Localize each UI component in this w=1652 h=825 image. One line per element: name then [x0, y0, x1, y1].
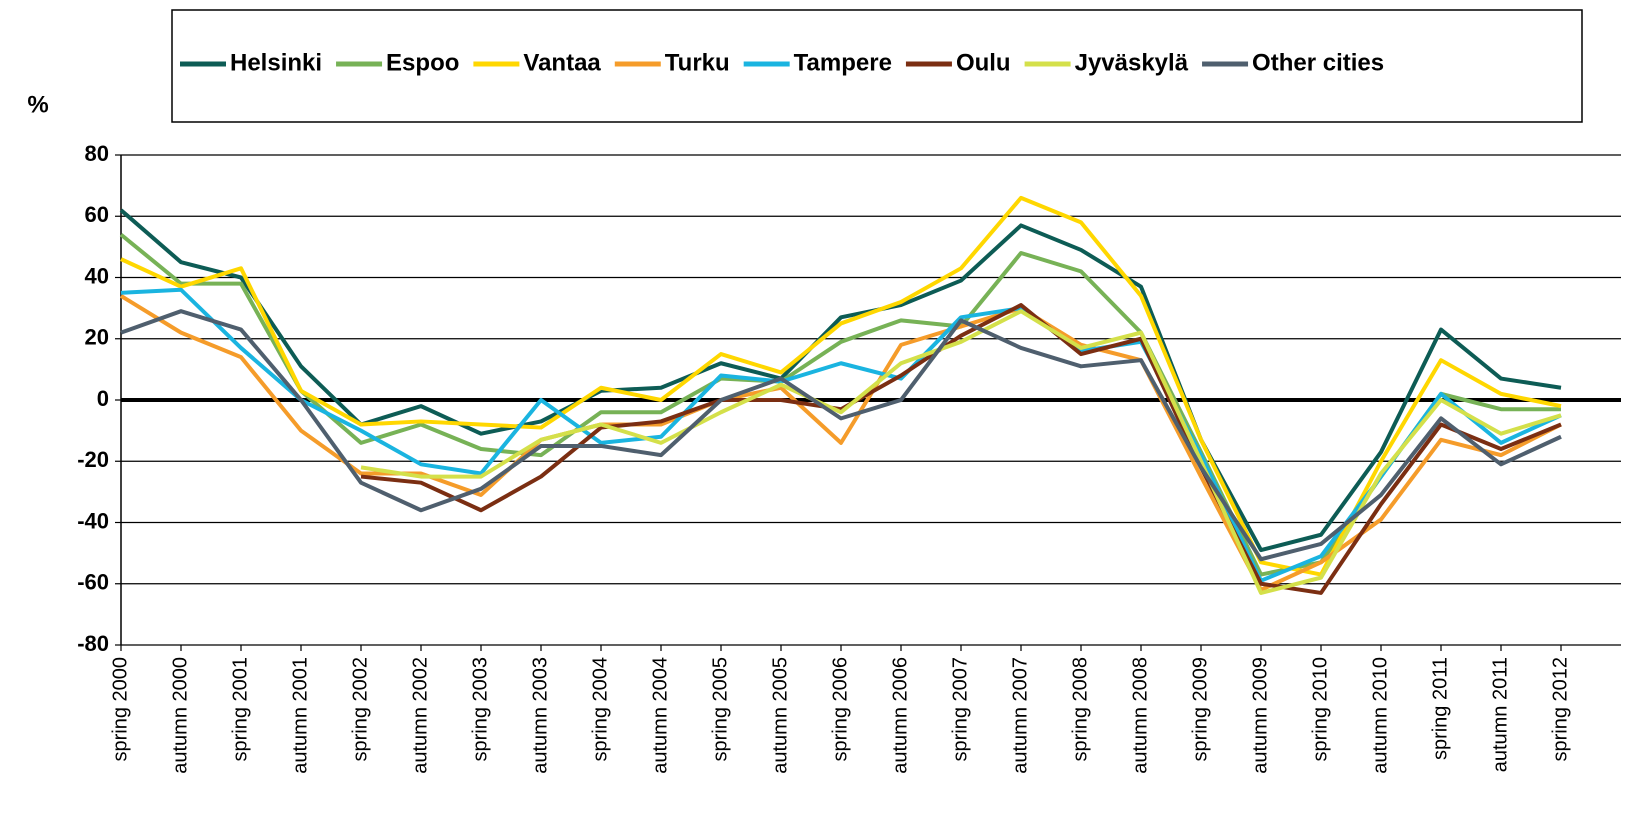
x-tick-label: spring 2003 [469, 657, 491, 762]
legend-box [171, 9, 1583, 123]
legend-label: Tampere [794, 49, 892, 76]
x-tick-label: spring 2006 [829, 657, 851, 762]
x-tick-label: autumn 2005 [769, 657, 791, 774]
legend-label: Other cities [1252, 49, 1384, 76]
y-tick-label: -20 [77, 447, 109, 472]
series-line [119, 294, 1562, 592]
y-tick-label: 60 [85, 202, 109, 227]
x-tick-label: spring 2002 [349, 657, 371, 762]
y-tick-label: -60 [77, 570, 109, 595]
x-tick-label: autumn 2001 [289, 657, 311, 774]
legend-label: Turku [665, 49, 730, 76]
legend-label: Vantaa [523, 49, 601, 76]
x-tick-label: autumn 2011 [1489, 657, 1511, 772]
x-tick-label: spring 2008 [1069, 657, 1091, 762]
x-tick-label: autumn 2007 [1009, 657, 1031, 774]
legend-label: Jyväskylä [1075, 49, 1189, 76]
x-tick-label: spring 2005 [709, 657, 731, 762]
legend-label: Oulu [956, 49, 1011, 76]
y-tick-label: -40 [77, 508, 109, 533]
y-tick-label: 20 [85, 325, 109, 350]
legend-label: Espoo [386, 49, 459, 76]
y-tick-label: 0 [97, 386, 109, 411]
x-tick-label: autumn 2000 [169, 657, 191, 774]
x-tick-label: spring 2001 [229, 657, 251, 762]
series-line [120, 309, 1562, 562]
x-tick-label: autumn 2006 [889, 657, 911, 774]
x-tick-label: autumn 2002 [409, 657, 431, 774]
x-tick-label: autumn 2003 [529, 657, 551, 774]
y-tick-label: 80 [85, 141, 109, 166]
x-tick-label: autumn 2009 [1249, 657, 1271, 774]
x-tick-label: spring 2000 [109, 657, 131, 762]
legend-label: Helsinki [230, 49, 322, 76]
y-tick-label: 40 [85, 263, 109, 288]
series-line [119, 208, 1562, 553]
x-tick-label: autumn 2010 [1369, 657, 1391, 774]
series-line [120, 195, 1562, 577]
x-tick-label: spring 2009 [1189, 657, 1211, 762]
series-line [360, 309, 1562, 595]
x-tick-label: spring 2011 [1429, 657, 1451, 760]
y-tick-label: -80 [77, 631, 109, 656]
x-tick-label: spring 2007 [949, 657, 971, 762]
y-axis-label: % [27, 91, 48, 118]
x-tick-label: spring 2010 [1309, 657, 1331, 762]
series-line [120, 287, 1562, 583]
x-tick-label: autumn 2008 [1129, 657, 1151, 774]
x-tick-label: spring 2004 [589, 657, 611, 762]
x-tick-label: autumn 2004 [649, 657, 671, 774]
series-line [360, 303, 1562, 595]
x-tick-label: spring 2012 [1549, 657, 1571, 762]
